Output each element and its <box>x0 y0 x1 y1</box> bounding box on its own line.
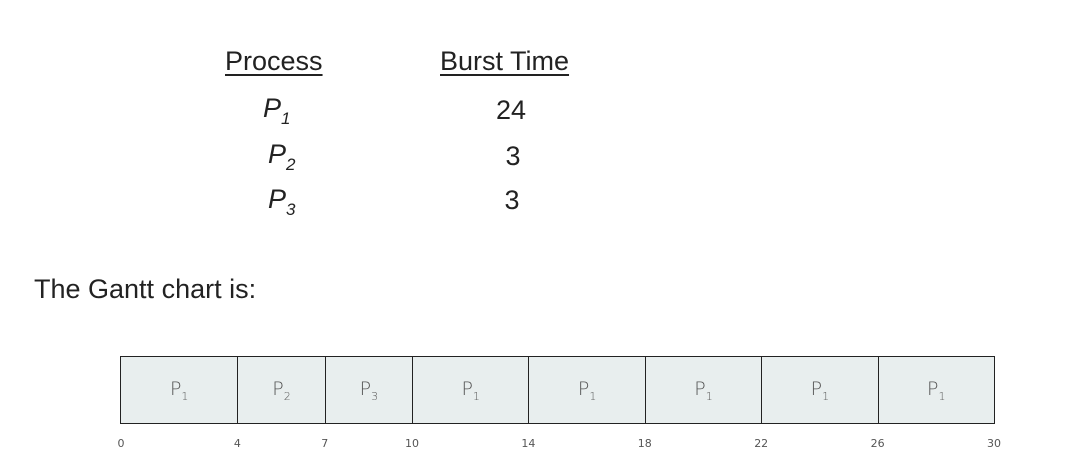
burst-time-value: 3 <box>505 141 521 171</box>
gantt-tick-label: 14 <box>521 437 536 450</box>
process-name-p1: P1 <box>263 93 291 128</box>
gantt-segment: P1 <box>121 357 237 423</box>
process-column-header: Process <box>225 46 323 76</box>
gantt-segment-label: P1 <box>169 377 189 403</box>
gantt-caption: The Gantt chart is: <box>34 274 257 304</box>
gantt-tick-label: 7 <box>321 437 329 450</box>
gantt-segment: P1 <box>644 357 761 423</box>
gantt-segment: P1 <box>761 357 877 423</box>
burst-time-column-header: Burst Time <box>440 46 570 76</box>
gantt-tick-label: 0 <box>117 437 125 450</box>
gantt-segment-label: P1 <box>577 377 597 403</box>
gantt-segment-label: P1 <box>810 377 830 403</box>
gantt-chart-bar: P1 P2 P3 P1 P1 P1 P1 P1 <box>120 356 995 424</box>
process-name-p3: P3 <box>268 184 296 219</box>
gantt-segment-label: P1 <box>461 377 480 403</box>
gantt-tick-label: 10 <box>405 437 419 450</box>
gantt-segment-label: P2 <box>272 377 291 403</box>
gantt-tick-label: 30 <box>987 437 1001 450</box>
gantt-tick-label: 26 <box>870 437 885 450</box>
burst-time-value: 3 <box>504 185 520 215</box>
burst-time-value: 24 <box>495 95 527 125</box>
gantt-segment-label: P3 <box>359 377 379 403</box>
gantt-segment-label: P1 <box>694 377 713 403</box>
gantt-segment: P3 <box>324 357 412 423</box>
gantt-segment-label: P1 <box>927 377 946 403</box>
gantt-tick-label: 18 <box>637 437 652 450</box>
gantt-segment: P1 <box>877 357 994 423</box>
gantt-tick-label: 22 <box>754 437 769 450</box>
process-name-p2: P2 <box>268 139 296 174</box>
gantt-tick-label: 4 <box>233 437 241 450</box>
gantt-segment: P2 <box>237 357 324 423</box>
gantt-segment: P1 <box>412 357 528 423</box>
gantt-segment: P1 <box>528 357 644 423</box>
